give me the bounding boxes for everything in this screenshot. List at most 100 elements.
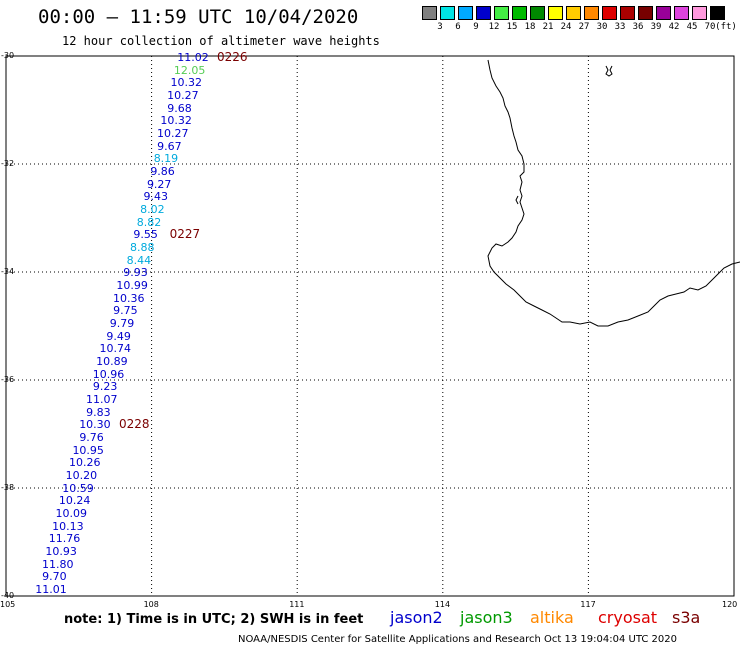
color-scale-label: 9 <box>473 22 479 32</box>
color-scale-label: 27 <box>578 22 590 32</box>
color-scale-label: 18 <box>524 22 536 32</box>
color-scale-label: 12 <box>488 22 500 32</box>
pass-time-label: 0228 <box>118 417 150 432</box>
lat-axis-label: -36 <box>1 375 15 384</box>
swh-value-label: 9.23 <box>92 380 118 394</box>
swh-value-label: 9.75 <box>113 304 138 318</box>
color-scale-swatch <box>710 6 725 20</box>
color-scale-swatch <box>656 6 671 20</box>
lon-axis-label: 114 <box>434 600 451 609</box>
units-note: note: 1) Time is in UTC; 2) SWH is in fe… <box>64 612 364 627</box>
coastline-australia <box>487 59 740 327</box>
swh-value-label: 11.07 <box>85 393 118 406</box>
swh-value-label: 10.99 <box>116 279 148 292</box>
color-scale-label: 30 <box>596 22 608 32</box>
pass-time-label: 0227 <box>169 227 201 242</box>
satellite-legend-s3a: s3a <box>672 608 701 627</box>
color-scale-label: 15 <box>506 22 518 32</box>
color-scale-label: 45 <box>686 22 698 32</box>
satellite-legend-altika: altika <box>530 608 574 627</box>
swh-value-label: 10.32 <box>160 114 192 128</box>
color-scale-label: (ft) <box>715 22 737 32</box>
swh-value-label: 10.74 <box>99 342 131 356</box>
color-scale-swatch <box>566 6 581 20</box>
swh-value-label: 9.70 <box>42 570 67 584</box>
map-title: 00:00 – 11:59 UTC 10/04/2020 <box>38 6 359 28</box>
lat-axis-label: -38 <box>1 483 15 492</box>
swh-value-label: 10.36 <box>113 291 145 305</box>
swh-value-label: 9.79 <box>109 317 135 330</box>
swh-value-label: 10.59 <box>62 481 94 495</box>
swh-value-label: 12.05 <box>173 63 206 77</box>
swh-value-label: 10.20 <box>65 469 98 482</box>
swh-value-label: 10.96 <box>92 367 125 381</box>
swh-value-label: 10.24 <box>58 494 91 508</box>
lon-axis-label: 105 <box>0 600 16 609</box>
swh-value-label: 9.86 <box>150 165 175 178</box>
swh-value-label: 11.01 <box>35 583 67 596</box>
color-scale-swatch <box>584 6 599 20</box>
color-scale-swatch <box>530 6 545 20</box>
lat-axis-label: -40 <box>1 591 15 600</box>
lat-axis-label: -34 <box>1 267 15 276</box>
swh-value-label: 8.82 <box>136 215 162 229</box>
color-scale-label: 21 <box>542 22 554 32</box>
coastline-islet <box>605 65 613 77</box>
swh-value-label: 10.27 <box>156 127 189 140</box>
color-scale-label: 42 <box>668 22 680 32</box>
swh-value-label: 9.83 <box>86 405 111 419</box>
color-scale-swatch <box>422 6 437 20</box>
swh-value-label: 9.67 <box>157 139 182 153</box>
color-scale-swatch <box>494 6 509 20</box>
color-scale-swatch <box>674 6 689 20</box>
color-scale-swatch <box>638 6 653 20</box>
coastline-inlet <box>515 195 519 205</box>
color-scale-label: 6 <box>455 22 461 32</box>
map-frame <box>5 55 735 597</box>
color-scale-swatch <box>512 6 527 20</box>
swh-value-label: 9.76 <box>79 431 104 444</box>
swh-value-label: 8.19 <box>153 152 179 166</box>
satellite-legend-jason2: jason2 <box>390 608 443 627</box>
lon-axis-label: 117 <box>580 600 596 609</box>
lat-axis-label: -30 <box>1 51 15 60</box>
swh-value-label: 10.30 <box>79 418 111 432</box>
color-scale-label: 39 <box>650 22 662 32</box>
swh-value-label: 11.02 <box>177 51 209 64</box>
swh-value-label: 10.26 <box>69 456 101 470</box>
swh-value-label: 9.49 <box>106 329 131 343</box>
swh-value-label: 11.80 <box>42 557 74 571</box>
swh-value-label: 9.68 <box>167 101 192 115</box>
color-scale-swatch <box>548 6 563 20</box>
color-scale-swatch <box>602 6 617 20</box>
swh-value-label: 10.13 <box>52 519 84 533</box>
swh-value-label: 8.02 <box>140 203 165 216</box>
swh-value-label: 9.55 <box>133 228 158 242</box>
swh-value-label: 8.88 <box>130 241 155 254</box>
color-scale-swatch <box>620 6 635 20</box>
swh-value-label: 10.27 <box>167 89 199 102</box>
color-scale-swatch <box>476 6 491 20</box>
lon-axis-label: 108 <box>143 600 159 609</box>
color-scale-label: 24 <box>560 22 572 32</box>
map-subtitle: 12 hour collection of altimeter wave hei… <box>62 34 380 48</box>
color-scale-label: 3 <box>437 22 443 32</box>
swh-value-label: 10.93 <box>45 545 77 558</box>
swh-value-label: 9.27 <box>146 177 172 191</box>
swh-value-label: 8.44 <box>126 253 152 267</box>
swh-value-label: 9.43 <box>143 190 169 204</box>
color-scale-label: 36 <box>632 22 644 32</box>
swh-value-label: 10.89 <box>96 355 128 368</box>
pass-time-label: 0226 <box>217 50 248 64</box>
swh-value-label: 10.95 <box>72 443 104 457</box>
graticule <box>6 56 734 596</box>
swh-value-label: 10.32 <box>170 76 202 90</box>
lat-axis-label: -32 <box>1 159 15 168</box>
lon-axis-label: 111 <box>289 600 305 609</box>
color-scale-swatch <box>458 6 473 20</box>
satellite-legend-cryosat: cryosat <box>598 608 658 627</box>
footer-credit: NOAA/NESDIS Center for Satellite Applica… <box>238 634 677 645</box>
swh-value-label: 11.76 <box>48 532 81 546</box>
swh-value-label: 9.93 <box>123 266 148 280</box>
